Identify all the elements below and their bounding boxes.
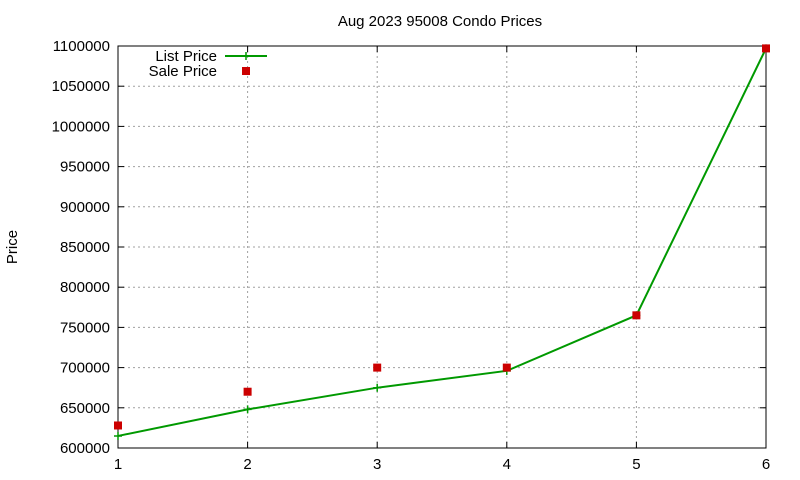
y-tick-label: 1000000 (52, 118, 110, 135)
x-tick-label: 5 (632, 456, 640, 473)
chart-title: Aug 2023 95008 Condo Prices (338, 13, 542, 30)
y-tick-label: 650000 (60, 400, 110, 417)
sale-price-point (243, 387, 252, 396)
legend-marker-list-price (242, 52, 250, 60)
sale-price-point (373, 363, 382, 372)
y-tick-label: 750000 (60, 319, 110, 336)
y-tick-label: 600000 (60, 440, 110, 457)
y-tick-label: 950000 (60, 159, 110, 176)
y-tick-label: 900000 (60, 199, 110, 216)
list-price-point (373, 383, 382, 392)
y-tick-label: 800000 (60, 279, 110, 296)
y-tick-label: 700000 (60, 360, 110, 377)
list-price-point (114, 431, 122, 440)
sale-price-point (762, 44, 770, 53)
y-tick-label: 850000 (60, 239, 110, 256)
sale-price-point (632, 311, 641, 320)
sale-price-point (114, 421, 122, 430)
x-tick-label: 1 (114, 456, 122, 473)
x-tick-label: 2 (243, 456, 251, 473)
axis-ticks: 1 2 3 4 5 6 600000 650000 700000 750000 800000 8500… (52, 38, 771, 473)
legend-marker-sale-price (242, 67, 250, 75)
y-tick-label: 1050000 (52, 78, 110, 95)
list-price-point (243, 405, 252, 414)
x-tick-label: 4 (503, 456, 511, 473)
legend-label-sale-price: Sale Price (149, 63, 217, 80)
y-tick-label: 1100000 (53, 38, 110, 55)
x-tick-label: 6 (762, 456, 770, 473)
x-tick-label: 3 (373, 456, 381, 473)
list-price-line (117, 47, 767, 437)
legend-label-list-price: List Price (155, 48, 217, 65)
data-series (114, 44, 770, 440)
sale-price-point (502, 363, 511, 372)
y-axis-label: Price (4, 230, 21, 264)
grid-lines (118, 46, 766, 448)
